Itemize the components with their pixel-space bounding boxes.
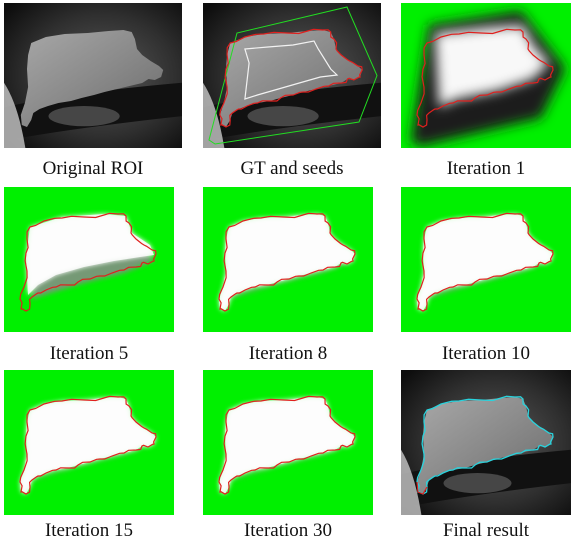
foreground-seed-contour [244, 40, 339, 100]
caption-iteration-10: Iteration 10 [441, 343, 531, 364]
panel-gt-and-seeds [203, 3, 381, 148]
ground-truth-contour-fragment [416, 481, 428, 495]
caption-iteration-8: Iteration 8 [248, 343, 328, 364]
bright-tissue [4, 82, 26, 148]
panel-iteration-5 [4, 187, 174, 332]
original-roi-image [4, 3, 182, 148]
caption-final-result: Final result [442, 520, 530, 541]
uncertain-region [32, 249, 154, 299]
bright-tissue [203, 82, 225, 148]
bright-tissue [401, 449, 422, 515]
iteration-8-image [203, 187, 373, 332]
foreground-probability [435, 25, 549, 107]
caption-gt-and-seeds: GT and seeds [240, 158, 344, 179]
ground-truth-contour [218, 212, 356, 312]
iteration-10-image [401, 187, 571, 332]
ground-truth-contour [19, 212, 157, 312]
ground-truth-contour [19, 395, 157, 495]
iteration-1-image [401, 3, 571, 148]
gt-and-seeds-image [203, 3, 381, 148]
lower-vertebra [443, 472, 512, 494]
iteration-15-image [4, 370, 174, 515]
panel-iteration-15 [4, 370, 174, 515]
iteration-30-image [203, 370, 373, 515]
iteration-5-image [4, 187, 174, 332]
panel-iteration-8 [203, 187, 373, 332]
caption-iteration-1: Iteration 1 [446, 158, 526, 179]
ground-truth-contour [416, 28, 554, 128]
caption-original-roi: Original ROI [42, 158, 144, 179]
vertebral-body [20, 30, 164, 127]
caption-iteration-15: Iteration 15 [44, 520, 134, 541]
ground-truth-contour [416, 212, 554, 312]
lower-vertebra [48, 105, 120, 127]
panel-iteration-10 [401, 187, 571, 332]
panel-final-result [401, 370, 571, 515]
panel-iteration-30 [203, 370, 373, 515]
panel-original-roi [4, 3, 182, 148]
lower-vertebra [247, 105, 319, 127]
ground-truth-contour [219, 28, 363, 128]
caption-iteration-5: Iteration 5 [49, 343, 129, 364]
final-result-image [401, 370, 571, 515]
background-seed-contour [208, 6, 378, 145]
foreground-core [26, 214, 154, 295]
ground-truth-contour [218, 395, 356, 495]
caption-iteration-30: Iteration 30 [243, 520, 333, 541]
panel-iteration-1 [401, 3, 571, 148]
